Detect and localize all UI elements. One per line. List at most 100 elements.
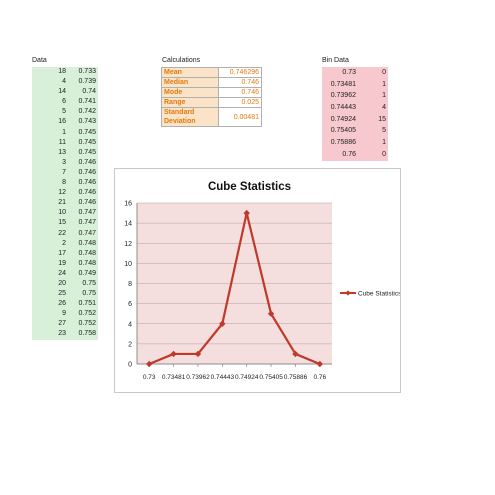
data-index-cell: 15	[58, 219, 66, 227]
data-row: 16 0.743	[32, 117, 98, 127]
bin-row: 0.73 0	[322, 67, 388, 79]
calc-label: Mean	[161, 67, 219, 78]
data-row: 20 0.75	[32, 279, 98, 289]
data-row: 1 0.745	[32, 128, 98, 138]
y-tick-label: 8	[128, 281, 132, 288]
data-point	[292, 350, 299, 358]
data-row: 4 0.739	[32, 77, 98, 87]
bin-count-cell: 0	[382, 150, 386, 158]
data-value-cell: 0.747	[78, 209, 96, 217]
bin-row: 0.75886 1	[322, 137, 388, 149]
calc-value: 0.746296	[218, 67, 262, 78]
data-value-cell: 0.747	[78, 229, 96, 237]
data-value-cell: 0.746	[78, 158, 96, 166]
data-point	[316, 360, 324, 368]
data-index-cell: 21	[58, 199, 66, 207]
bin-data-table: 0.73 0 0.73481 1 0.73962 1 0.74443 4 0.74924 15 0.…	[322, 67, 388, 161]
data-point	[219, 320, 226, 327]
bin-count-cell: 0	[382, 69, 386, 76]
data-index-cell: 24	[58, 269, 66, 277]
bin-edge-cell: 0.73	[342, 69, 356, 76]
y-tick-label: 12	[124, 241, 132, 248]
data-index-cell: 14	[58, 88, 66, 96]
data-index-cell: 22	[58, 229, 66, 237]
chart-title: Cube Statistics	[208, 181, 291, 193]
x-tick-label: 0.76	[313, 374, 326, 381]
x-tick-label: 0.74443	[211, 374, 235, 381]
bin-edge-cell: 0.73481	[330, 80, 356, 88]
x-tick-label: 0.73	[143, 374, 156, 381]
data-index-cell: 3	[62, 158, 66, 166]
legend-label: Cube Statistics	[358, 291, 400, 298]
data-row: 22 0.747	[32, 229, 98, 239]
data-row: 14 0.74	[32, 87, 98, 97]
data-row: 7 0.746	[32, 168, 98, 178]
data-value-cell: 0.745	[78, 138, 96, 146]
data-index-cell: 6	[62, 98, 66, 106]
x-tick-label: 0.74924	[235, 374, 259, 381]
bin-edge-cell: 0.74443	[330, 104, 356, 112]
data-row: 25 0.75	[32, 289, 98, 299]
calc-label: Standard Deviation	[161, 107, 219, 127]
y-tick-label: 6	[128, 301, 132, 308]
data-index-cell: 4	[62, 78, 66, 86]
data-value-cell: 0.74	[82, 88, 96, 96]
x-tick-label: 0.73962	[186, 374, 210, 381]
calc-row: Standard Deviation 0.00481	[161, 107, 262, 127]
data-value-cell: 0.758	[78, 330, 96, 338]
bin-count-cell: 4	[382, 104, 386, 112]
data-row: 17 0.748	[32, 249, 98, 259]
data-index-cell: 11	[58, 138, 66, 146]
data-value-cell: 0.745	[78, 128, 96, 136]
data-value-cell: 0.742	[78, 108, 96, 116]
data-index-cell: 16	[58, 118, 66, 126]
data-point	[145, 360, 153, 368]
data-value-cell: 0.745	[78, 148, 96, 156]
data-value-cell: 0.746	[78, 168, 96, 176]
bin-edge-cell: 0.75886	[330, 139, 356, 147]
data-index-cell: 26	[58, 300, 66, 308]
data-row: 13 0.745	[32, 148, 98, 158]
data-point	[267, 310, 275, 317]
bin-row: 0.73481 1	[322, 79, 388, 91]
data-index-cell: 12	[58, 189, 66, 197]
data-value-cell: 0.752	[78, 320, 96, 328]
bin-row: 0.73962 1	[322, 90, 388, 102]
x-tick-label: 0.75405	[259, 374, 283, 381]
data-header: Data	[32, 57, 47, 64]
calc-value: 0.746	[218, 77, 262, 88]
data-index-cell: 18	[58, 68, 66, 75]
data-value-cell: 0.743	[78, 118, 96, 126]
data-value-cell: 0.748	[78, 249, 96, 257]
x-tick-label: 0.73481	[162, 374, 186, 381]
data-index-cell: 17	[58, 249, 66, 257]
data-index-cell: 19	[58, 259, 66, 267]
data-index-cell: 9	[62, 310, 66, 318]
data-value-cell: 0.748	[78, 259, 96, 267]
bin-edge-cell: 0.73962	[330, 92, 356, 100]
data-index-cell: 8	[62, 179, 66, 187]
cube-statistics-chart[interactable]: 0 2 4 6 8 10 12 14 16 0.73 0.73481 0.73962 0.74443 0.…	[114, 168, 401, 393]
bin-row: 0.75405 5	[322, 125, 388, 137]
data-index-cell: 23	[58, 330, 66, 338]
x-tick-label: 0.75886	[284, 374, 308, 381]
data-value-cell: 0.752	[78, 310, 96, 318]
y-tick-label: 0	[128, 362, 132, 369]
data-point	[243, 209, 250, 217]
data-table: 18 0.733 4 0.739 14 0.74 6 0.741 5 0.742 16 0.743 1 0…	[32, 67, 98, 340]
calc-row: Mode 0.746	[161, 87, 262, 98]
calc-value: 0.00481	[218, 107, 262, 127]
data-index-cell: 25	[58, 290, 66, 298]
bin-edge-cell: 0.75405	[330, 127, 356, 135]
data-row: 24 0.749	[32, 269, 98, 279]
data-value-cell: 0.747	[78, 219, 96, 227]
calc-label: Median	[161, 77, 219, 88]
data-row: 3 0.746	[32, 158, 98, 168]
data-row: 8 0.746	[32, 178, 98, 188]
data-row: 5 0.742	[32, 107, 98, 117]
data-row: 2 0.748	[32, 239, 98, 249]
calc-label: Range	[161, 97, 219, 108]
data-row: 18 0.733	[32, 67, 98, 77]
data-value-cell: 0.746	[78, 179, 96, 187]
data-value-cell: 0.751	[78, 300, 96, 308]
